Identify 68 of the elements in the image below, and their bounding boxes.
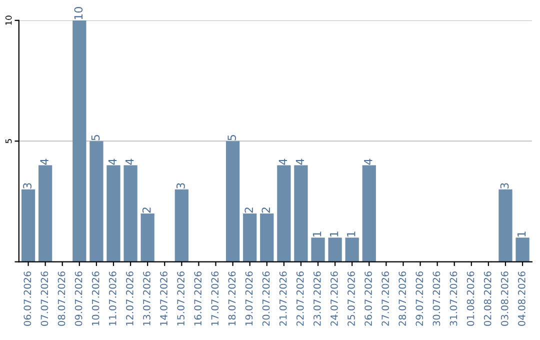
data-label: 3 bbox=[176, 183, 185, 189]
bar bbox=[294, 165, 308, 262]
data-label: 1 bbox=[347, 232, 356, 236]
bar bbox=[174, 189, 188, 262]
bar bbox=[498, 189, 512, 262]
data-label: 4 bbox=[108, 158, 117, 165]
x-tick-label: 31.07.2026 bbox=[450, 271, 458, 326]
x-tick-label: 19.07.2026 bbox=[245, 271, 253, 326]
data-label: 4 bbox=[278, 158, 287, 165]
bar bbox=[21, 189, 36, 262]
x-tick-label: 13.07.2026 bbox=[143, 271, 150, 326]
x-tick-label: 06.07.2026 bbox=[24, 271, 32, 326]
data-label: 3 bbox=[23, 183, 32, 189]
data-label: 4 bbox=[296, 158, 304, 165]
bar bbox=[260, 214, 274, 262]
data-label: 2 bbox=[142, 208, 151, 213]
x-tick-label: 04.08.2026 bbox=[518, 271, 526, 326]
bar bbox=[243, 214, 257, 262]
x-tick-label: 07.07.2026 bbox=[40, 271, 48, 326]
x-tick-label: 27.07.2026 bbox=[382, 271, 389, 326]
x-tick-label: 30.07.2026 bbox=[432, 271, 440, 326]
bar bbox=[311, 238, 325, 262]
data-label: 4 bbox=[126, 158, 134, 165]
data-label: 4 bbox=[40, 158, 48, 165]
x-tick-label: 16.07.2026 bbox=[194, 271, 202, 326]
bar bbox=[106, 165, 120, 262]
x-tick-label: 11.07.2026 bbox=[108, 271, 116, 326]
bar bbox=[277, 165, 291, 262]
bar bbox=[226, 141, 240, 262]
bar bbox=[90, 141, 104, 262]
x-tick-label: 14.07.2026 bbox=[160, 271, 168, 326]
x-tick-label: 28.07.2026 bbox=[398, 271, 406, 326]
x-tick-label: 01.08.2026 bbox=[466, 271, 474, 326]
bar bbox=[516, 238, 530, 262]
x-tick-label: 02.08.2026 bbox=[484, 271, 492, 326]
x-tick-label: 12.07.2026 bbox=[126, 271, 134, 326]
x-tick-label: 24.07.2026 bbox=[330, 271, 338, 326]
data-label: 1 bbox=[517, 232, 526, 236]
x-tick-label: 08.07.2026 bbox=[58, 271, 66, 326]
data-label: 5 bbox=[91, 135, 100, 140]
x-tick-label: 23.07.2026 bbox=[313, 271, 321, 326]
bar bbox=[345, 238, 359, 262]
data-label: 4 bbox=[364, 158, 372, 165]
x-tick-label: 18.07.2026 bbox=[228, 271, 236, 326]
x-tick-label: 10.07.2026 bbox=[92, 271, 100, 326]
bar bbox=[328, 238, 342, 262]
data-label: 5 bbox=[228, 135, 236, 140]
x-tick-label: 25.07.2026 bbox=[348, 271, 355, 326]
bar bbox=[140, 214, 154, 262]
x-tick-label: 21.07.2026 bbox=[279, 271, 287, 326]
x-tick-label: 20.07.2026 bbox=[262, 271, 270, 326]
bar bbox=[124, 165, 138, 262]
x-tick-label: 03.08.2026 bbox=[500, 271, 508, 326]
data-label: 3 bbox=[500, 183, 509, 189]
data-label: 2 bbox=[262, 208, 270, 213]
data-label: 10 bbox=[74, 7, 83, 20]
data-label: 1 bbox=[312, 232, 322, 236]
data-label: 2 bbox=[244, 208, 253, 213]
x-tick-label: 17.07.2026 bbox=[211, 271, 219, 326]
x-tick-label: 26.07.2026 bbox=[364, 271, 372, 326]
x-tick-label: 29.07.2026 bbox=[416, 271, 424, 326]
data-label: 1 bbox=[330, 232, 338, 236]
x-tick-label: 22.07.2026 bbox=[296, 271, 304, 326]
bar bbox=[362, 165, 376, 262]
bar bbox=[72, 20, 86, 262]
bar bbox=[38, 165, 52, 262]
x-tick-label: 15.07.2026 bbox=[177, 271, 184, 326]
x-tick-label: 09.07.2026 bbox=[74, 271, 82, 326]
